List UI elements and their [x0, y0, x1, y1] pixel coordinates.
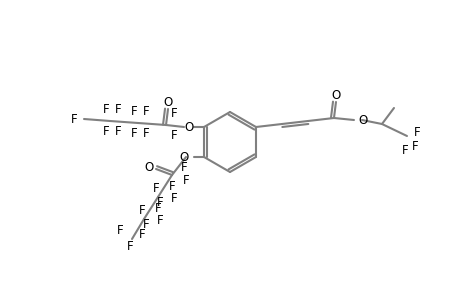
Text: F: F	[71, 112, 77, 125]
Text: F: F	[142, 218, 149, 232]
Text: F: F	[117, 224, 123, 238]
Text: F: F	[142, 104, 149, 118]
Text: F: F	[401, 143, 408, 157]
Text: F: F	[152, 182, 159, 196]
Text: O: O	[163, 95, 172, 109]
Text: F: F	[170, 128, 177, 142]
Text: F: F	[102, 103, 109, 116]
Text: F: F	[114, 103, 121, 116]
Text: F: F	[130, 104, 137, 118]
Text: O: O	[330, 88, 340, 101]
Text: F: F	[130, 127, 137, 140]
Text: F: F	[114, 124, 121, 137]
Text: F: F	[182, 173, 189, 187]
Text: F: F	[413, 125, 420, 139]
Text: O: O	[184, 121, 193, 134]
Text: F: F	[126, 241, 133, 254]
Text: F: F	[170, 193, 177, 206]
Text: F: F	[139, 205, 145, 218]
Text: F: F	[180, 160, 187, 173]
Text: O: O	[179, 151, 189, 164]
Text: F: F	[157, 196, 163, 209]
Text: F: F	[170, 106, 177, 119]
Text: F: F	[411, 140, 417, 152]
Text: F: F	[139, 229, 145, 242]
Text: F: F	[168, 181, 175, 194]
Text: F: F	[102, 124, 109, 137]
Text: F: F	[157, 214, 163, 227]
Text: F: F	[154, 202, 161, 215]
Text: O: O	[144, 160, 153, 173]
Text: O: O	[357, 113, 366, 127]
Text: F: F	[142, 127, 149, 140]
